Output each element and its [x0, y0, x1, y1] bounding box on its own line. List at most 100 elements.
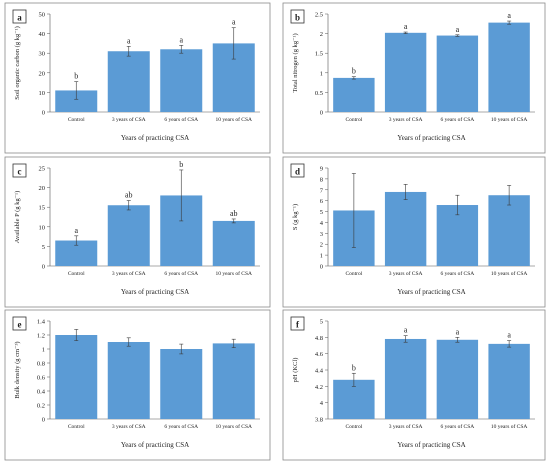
y-tick-label: 5	[42, 244, 45, 251]
significance-label: ab	[125, 191, 133, 200]
chart-panel-c: c 0 5 10 15 20 25 Available P (g kg⁻¹) a Control a…	[4, 156, 271, 308]
x-tick-label: 6 years of CSA	[440, 270, 474, 277]
significance-label: a	[507, 11, 511, 20]
y-tick-label: 8	[320, 176, 323, 183]
x-tick-label: 3 years of CSA	[112, 270, 146, 277]
y-axis-label: Soil organic carbon (g kg⁻¹)	[14, 26, 21, 100]
x-axis-label: Years of practicing CSA	[397, 288, 465, 296]
y-tick-label: 50	[39, 12, 46, 19]
x-tick-label: 10 years of CSA	[215, 270, 252, 277]
x-axis-label: Years of practicing CSA	[121, 441, 189, 449]
significance-label: b	[352, 67, 356, 76]
chart-panel-a: a 0 10 20 30 40 50 Soil organic carbon (g kg⁻¹)…	[4, 2, 271, 154]
significance-label: a	[404, 22, 408, 31]
x-tick-label: 3 years of CSA	[389, 270, 423, 277]
bar-4	[212, 220, 255, 266]
y-tick-label: 0.2	[37, 403, 45, 410]
panel-letter: e	[18, 320, 22, 330]
y-tick-label: 1	[320, 253, 323, 260]
significance-label: a	[456, 327, 460, 336]
y-tick-label: 10	[39, 224, 46, 231]
y-tick-label: 1.5	[315, 51, 323, 58]
bar-2	[384, 32, 427, 113]
x-tick-label: 6 years of CSA	[440, 116, 474, 123]
x-axis-label: Years of practicing CSA	[397, 134, 465, 142]
x-axis-label: Years of practicing CSA	[121, 134, 189, 142]
y-axis-label: Bulk density (g cm⁻³)	[14, 341, 21, 398]
x-tick-label: Control	[345, 424, 362, 430]
y-tick-label: 5	[320, 319, 323, 326]
y-axis-label: pH (KCl)	[292, 358, 299, 383]
y-tick-label: 0	[42, 417, 45, 424]
x-tick-label: 10 years of CSA	[491, 270, 528, 277]
panel-letter-box	[290, 9, 305, 24]
y-tick-label: 3.8	[315, 417, 323, 424]
y-tick-label: 0	[320, 110, 323, 117]
significance-label: a	[127, 36, 131, 45]
significance-label: b	[74, 72, 78, 81]
panel-letter: f	[296, 320, 300, 330]
chart-panel-b: b 0 0.5 1 1.5 2 2.5 Total nitrogen (g kg⁻¹) b Con…	[282, 2, 546, 154]
y-tick-label: 0.6	[37, 375, 46, 382]
bar-4	[488, 22, 530, 112]
y-tick-label: 4.2	[315, 384, 323, 391]
bar-1	[333, 77, 375, 112]
bar-3	[436, 339, 479, 419]
panel-letter: c	[18, 167, 22, 177]
bar-1	[55, 90, 98, 112]
bar-2	[107, 51, 150, 112]
x-tick-label: Control	[68, 424, 85, 430]
y-tick-label: 2	[320, 31, 323, 38]
x-tick-label: 6 years of CSA	[440, 423, 474, 430]
bar-4	[212, 343, 255, 419]
y-tick-label: 4.4	[315, 368, 324, 375]
x-tick-label: 10 years of CSA	[491, 116, 528, 123]
x-axis-label: Years of practicing CSA	[121, 288, 189, 296]
x-tick-label: 10 years of CSA	[215, 116, 252, 123]
x-axis-label: Years of practicing CSA	[397, 441, 465, 449]
x-tick-label: Control	[68, 271, 85, 277]
y-tick-label: 7	[320, 187, 324, 194]
y-tick-label: 9	[320, 166, 323, 173]
bar-1	[55, 335, 98, 419]
y-tick-label: 4	[320, 400, 324, 407]
significance-label: a	[74, 226, 78, 235]
x-tick-label: 3 years of CSA	[389, 116, 423, 123]
y-tick-label: 0.5	[315, 90, 323, 97]
x-tick-label: Control	[68, 117, 85, 123]
y-axis-label: Available P (g kg⁻¹)	[14, 191, 21, 244]
bar-2	[107, 342, 150, 419]
significance-label: b	[179, 160, 183, 169]
y-tick-label: 2	[320, 242, 323, 249]
y-tick-label: 4.8	[315, 335, 323, 342]
y-axis-label: Total nitrogen (g kg⁻¹)	[292, 33, 299, 92]
y-tick-label: 2.5	[315, 12, 323, 19]
chart-panel-f: f 3.8 4 4.2 4.4 4.6 4.8 5 pH (KCl) b Control a 3 yea…	[282, 309, 546, 461]
bar-3	[160, 349, 203, 419]
panel-letter-box	[12, 163, 27, 178]
x-tick-label: Control	[345, 271, 362, 277]
chart-panel-e: e 0 0.2 0.4 0.6 0.8 1 1.2 1.4 Bulk density (g cm⁻…	[4, 309, 271, 461]
y-tick-label: 0.8	[37, 361, 45, 368]
y-axis-label: S (g kg⁻¹)	[292, 204, 299, 230]
bar-3	[436, 35, 479, 113]
bar-3	[436, 205, 479, 266]
y-tick-label: 4	[320, 220, 324, 227]
y-tick-label: 1	[42, 347, 45, 354]
x-tick-label: 10 years of CSA	[215, 423, 252, 430]
y-tick-label: 15	[39, 205, 46, 212]
bar-4	[488, 195, 530, 266]
panel-letter: d	[295, 167, 300, 177]
y-tick-label: 4.6	[315, 351, 324, 358]
significance-label: a	[404, 326, 408, 335]
panel-letter-box	[290, 163, 305, 178]
chart-panel-d: d 0 1 2 3 4 5 6 7 8 9 S (g kg⁻¹) Control 3 years of C…	[282, 156, 546, 308]
significance-label: a	[179, 35, 183, 44]
y-tick-label: 1.2	[37, 333, 45, 340]
significance-label: a	[456, 25, 460, 34]
panel-letter-box	[12, 9, 27, 24]
y-tick-label: 6	[320, 198, 324, 205]
panel-letter: a	[17, 13, 22, 23]
x-tick-label: 10 years of CSA	[491, 423, 528, 430]
